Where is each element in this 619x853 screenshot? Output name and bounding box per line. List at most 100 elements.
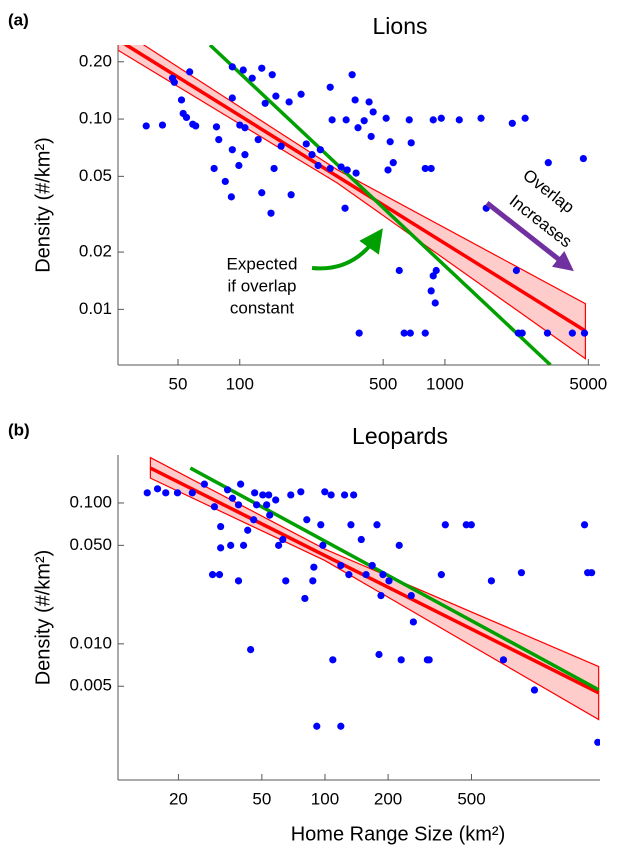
- data-point: [362, 571, 370, 579]
- data-point: [467, 521, 475, 529]
- data-point: [421, 329, 429, 337]
- data-point: [385, 577, 393, 585]
- data-point: [351, 96, 359, 104]
- data-point: [143, 489, 151, 497]
- data-point: [210, 503, 219, 511]
- y-tick-label: 0.10: [79, 109, 112, 128]
- data-point: [347, 521, 355, 529]
- data-point: [241, 151, 249, 159]
- data-point: [530, 686, 539, 694]
- y-tick-label: 0.010: [69, 633, 112, 652]
- data-point: [487, 577, 496, 585]
- data-point: [267, 209, 275, 217]
- data-point: [594, 738, 600, 746]
- data-point: [512, 266, 520, 275]
- data-point: [223, 486, 232, 494]
- data-point: [208, 571, 217, 579]
- y-axis-title: Density (#/km²): [32, 550, 54, 686]
- x-tick-label: 1000: [426, 374, 464, 393]
- data-point: [317, 521, 325, 529]
- data-point: [319, 541, 327, 549]
- data-point: [352, 169, 360, 177]
- data-point: [234, 501, 243, 509]
- data-point: [272, 92, 280, 100]
- data-point: [588, 569, 596, 577]
- x-tick-label: 100: [311, 789, 339, 808]
- data-point: [173, 489, 182, 497]
- data-point: [275, 541, 283, 549]
- data-point: [237, 480, 245, 488]
- x-tick-label: 500: [457, 789, 485, 808]
- data-point: [186, 68, 194, 76]
- data-point: [301, 594, 309, 603]
- y-tick-label: 0.100: [69, 492, 112, 511]
- expected-line: [208, 45, 552, 365]
- data-point: [279, 535, 287, 544]
- y-tick-label: 0.050: [69, 535, 112, 554]
- data-point: [386, 138, 394, 146]
- data-point: [177, 96, 186, 104]
- data-point: [348, 71, 356, 79]
- data-point: [244, 526, 252, 534]
- y-tick-label: 0.20: [79, 51, 112, 70]
- data-point: [521, 114, 529, 122]
- data-point: [153, 485, 162, 493]
- data-point: [517, 569, 526, 577]
- data-point: [400, 329, 408, 337]
- data-point: [508, 119, 516, 127]
- data-point: [227, 541, 235, 549]
- data-point: [227, 193, 235, 201]
- annotation: if overlap: [228, 276, 297, 295]
- data-point: [268, 71, 276, 79]
- data-point: [580, 329, 589, 337]
- data-point: [341, 204, 349, 212]
- y-tick-label: 0.01: [79, 299, 112, 318]
- x-tick-label: 50: [169, 374, 188, 393]
- fit-line: [123, 45, 587, 333]
- x-tick-label: 20: [169, 789, 188, 808]
- data-point: [210, 164, 218, 173]
- data-point: [337, 163, 345, 171]
- data-point: [365, 98, 373, 106]
- data-point: [221, 177, 229, 186]
- data-point: [337, 722, 345, 730]
- data-point: [272, 496, 280, 504]
- data-point: [337, 561, 345, 570]
- data-point: [310, 563, 318, 571]
- data-point: [251, 489, 259, 497]
- data-point: [277, 142, 285, 150]
- data-point: [379, 571, 387, 579]
- data-point: [360, 117, 368, 125]
- data-point: [239, 66, 247, 74]
- annotation-arrow: [485, 201, 574, 272]
- data-point: [258, 189, 266, 197]
- data-point: [462, 521, 470, 529]
- data-point: [248, 74, 256, 82]
- data-point: [303, 516, 311, 524]
- data-point: [270, 164, 278, 173]
- data-point: [236, 121, 244, 129]
- plot-area: [143, 456, 600, 746]
- data-point: [518, 329, 526, 337]
- data-point: [182, 113, 191, 122]
- data-point: [367, 132, 375, 141]
- data-point: [314, 161, 322, 170]
- data-point: [343, 166, 351, 174]
- data-point: [162, 489, 170, 497]
- data-point: [285, 98, 293, 106]
- panel-label: (b): [8, 420, 30, 439]
- data-point: [345, 571, 353, 579]
- data-point: [326, 83, 334, 91]
- expected-line: [189, 466, 600, 692]
- data-point: [429, 116, 437, 124]
- panel-label: (a): [8, 10, 29, 29]
- confidence-band: [149, 456, 600, 721]
- x-tick-label: 200: [374, 789, 402, 808]
- data-point: [287, 191, 295, 199]
- data-point: [261, 99, 269, 107]
- data-point: [377, 591, 385, 600]
- data-point: [407, 591, 415, 600]
- data-point: [437, 571, 445, 579]
- data-point: [316, 146, 324, 154]
